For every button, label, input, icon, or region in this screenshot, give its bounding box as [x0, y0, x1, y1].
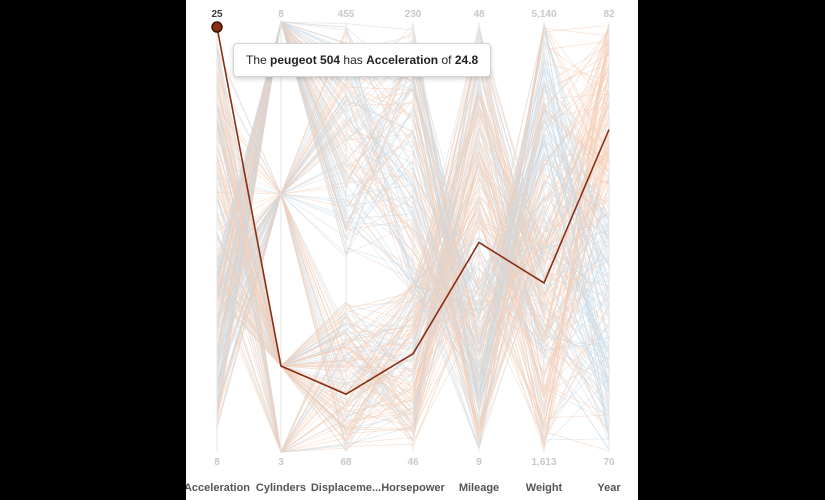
axis-min-label: 68: [340, 457, 352, 468]
axis-max-label: 455: [338, 9, 355, 20]
tick-labels: 25 8 8 3 455 68 230 46 48 9 5,140 1,613 82 70: [211, 9, 615, 468]
tooltip-car: peugeot 504: [270, 53, 341, 67]
axis-name-label[interactable]: Displaceme...: [311, 482, 381, 494]
axis-max-label: 8: [278, 9, 284, 20]
axis-max-label: 230: [405, 9, 422, 20]
axis-name-label[interactable]: Cylinders: [256, 482, 306, 494]
highlight-point[interactable]: [211, 21, 223, 33]
axis-lines: [216, 22, 610, 452]
axis-max-label: 5,140: [531, 9, 556, 20]
tooltip-attribute: Acceleration: [366, 53, 439, 67]
axis-name-label[interactable]: Horsepower: [381, 482, 445, 494]
axis-min-label: 46: [407, 457, 419, 468]
tooltip-of: of: [441, 53, 452, 67]
axis-min-label: 3: [278, 457, 284, 468]
axis-labels: Acceleration Cylinders Displaceme... Horsep…: [186, 482, 621, 494]
chart-panel: 25 8 8 3 455 68 230 46 48 9 5,140 1,613 82 70 Acceler…: [186, 0, 638, 500]
axis-max-label: 48: [473, 9, 485, 20]
highlighted-series-line[interactable]: [216, 26, 610, 396]
tooltip: The peugeot 504 has Acceleration of 24.8: [233, 43, 492, 77]
axis-min-label: 70: [603, 457, 615, 468]
axis-min-label: 9: [476, 457, 482, 468]
tooltip-prefix: The: [246, 53, 267, 67]
axis-name-label[interactable]: Weight: [526, 482, 563, 494]
tooltip-value: 24.8: [454, 53, 479, 67]
tooltip-middle: has: [343, 53, 363, 67]
axis-name-label[interactable]: Acceleration: [186, 482, 250, 494]
axis-name-label[interactable]: Mileage: [459, 482, 499, 494]
axis-max-label: 82: [603, 9, 615, 20]
axis-min-label: 1,613: [531, 457, 556, 468]
axis-name-label[interactable]: Year: [597, 482, 621, 494]
axis-max-label: 25: [211, 9, 223, 20]
axis-min-label: 8: [214, 457, 220, 468]
